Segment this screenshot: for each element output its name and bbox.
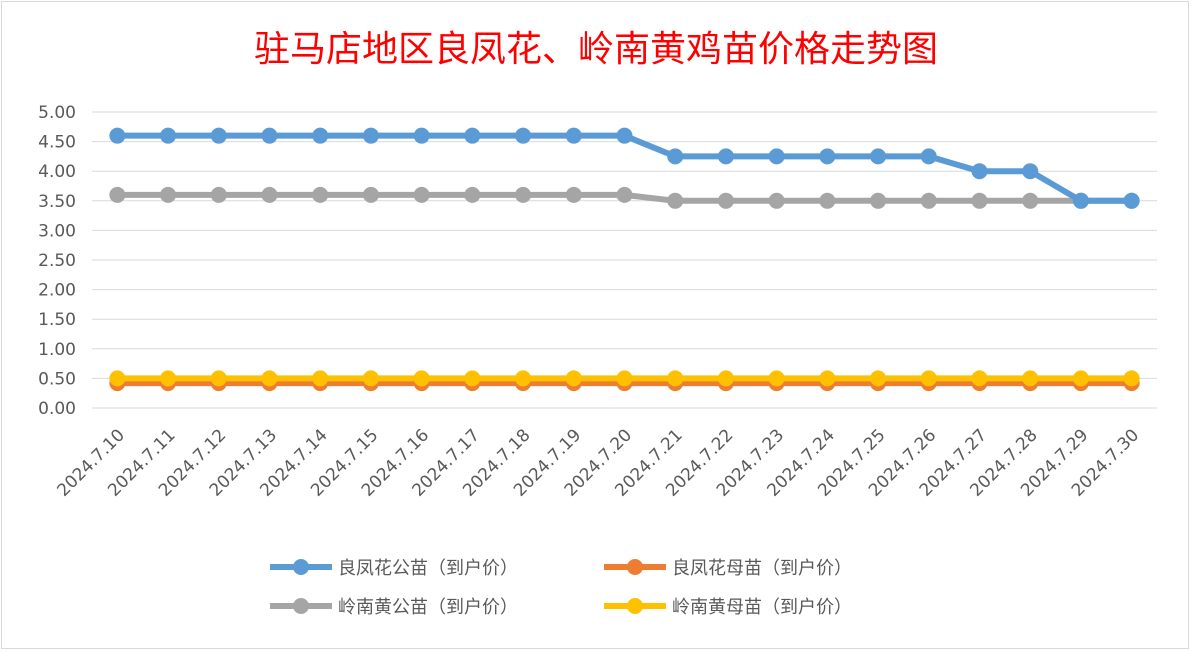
data-point [210,127,227,144]
legend-item-lf-female: 良凤花母苗（到户价） [604,552,852,582]
data-point [616,370,633,387]
data-point [565,186,582,203]
y-tick-label: 0.50 [38,369,76,389]
data-point [768,148,785,165]
data-point [768,192,785,209]
data-point [565,127,582,144]
legend-swatch-ln-female [604,591,666,621]
data-point [616,186,633,203]
data-point [464,370,481,387]
data-point [1123,192,1140,209]
data-point [109,186,126,203]
legend-marker [627,598,643,614]
data-point [413,127,430,144]
data-point [667,192,684,209]
data-point [920,370,937,387]
data-point [667,370,684,387]
data-point [819,148,836,165]
legend-item-ln-male: 岭南黄公苗（到户价） [270,591,518,621]
data-point [870,148,887,165]
y-tick-label: 2.50 [38,251,76,271]
data-point [1123,370,1140,387]
data-point [109,127,126,144]
data-point [261,127,278,144]
legend-label: 良凤花公苗（到户价） [338,558,518,579]
legend-item-ln-female: 岭南黄母苗（到户价） [604,591,852,621]
data-point [210,370,227,387]
data-point [261,186,278,203]
data-point [515,370,532,387]
data-point [515,127,532,144]
data-point [870,192,887,209]
data-point [1022,370,1039,387]
legend-marker [627,559,643,575]
legend-label: 岭南黄母苗（到户价） [672,597,852,618]
legend-item-lf-male: 良凤花公苗（到户价） [270,552,518,582]
data-point [109,370,126,387]
legend-swatch-lf-male [270,552,332,582]
data-point [312,370,329,387]
data-point [1072,192,1089,209]
data-point [565,370,582,387]
data-point [362,127,379,144]
y-tick-label: 3.50 [38,192,76,212]
data-point [1072,370,1089,387]
data-point [819,370,836,387]
data-point [920,192,937,209]
data-point [160,127,177,144]
y-tick-label: 4.00 [38,162,76,182]
data-point [616,127,633,144]
legend-swatch-ln-male [270,591,332,621]
y-tick-label: 5.00 [38,103,76,123]
data-point [717,192,734,209]
data-point [160,370,177,387]
data-point [1022,163,1039,180]
data-point [312,186,329,203]
data-point [160,186,177,203]
data-point [312,127,329,144]
data-point [971,163,988,180]
legend-marker [293,559,309,575]
data-point [413,186,430,203]
data-point [515,186,532,203]
legend-marker [293,598,309,614]
y-tick-label: 1.50 [38,310,76,330]
data-point [413,370,430,387]
data-point [971,370,988,387]
data-point [464,127,481,144]
legend-label: 良凤花母苗（到户价） [672,558,852,579]
legend-label: 岭南黄公苗（到户价） [338,597,518,618]
data-point [362,186,379,203]
chart-title: 驻马店地区良凤花、岭南黄鸡苗价格走势图 [253,29,938,70]
data-point [667,148,684,165]
data-point [1022,192,1039,209]
data-point [717,148,734,165]
y-tick-label: 1.00 [38,340,76,360]
legend-swatch-lf-female [604,552,666,582]
data-point [464,186,481,203]
data-point [971,192,988,209]
y-tick-label: 3.00 [38,221,76,241]
y-tick-label: 0.00 [38,399,76,419]
data-point [768,370,785,387]
data-point [920,148,937,165]
data-point [362,370,379,387]
y-tick-label: 2.00 [38,281,76,301]
data-point [819,192,836,209]
data-point [210,186,227,203]
data-point [717,370,734,387]
data-point [261,370,278,387]
y-tick-label: 4.50 [38,133,76,153]
data-point [870,370,887,387]
